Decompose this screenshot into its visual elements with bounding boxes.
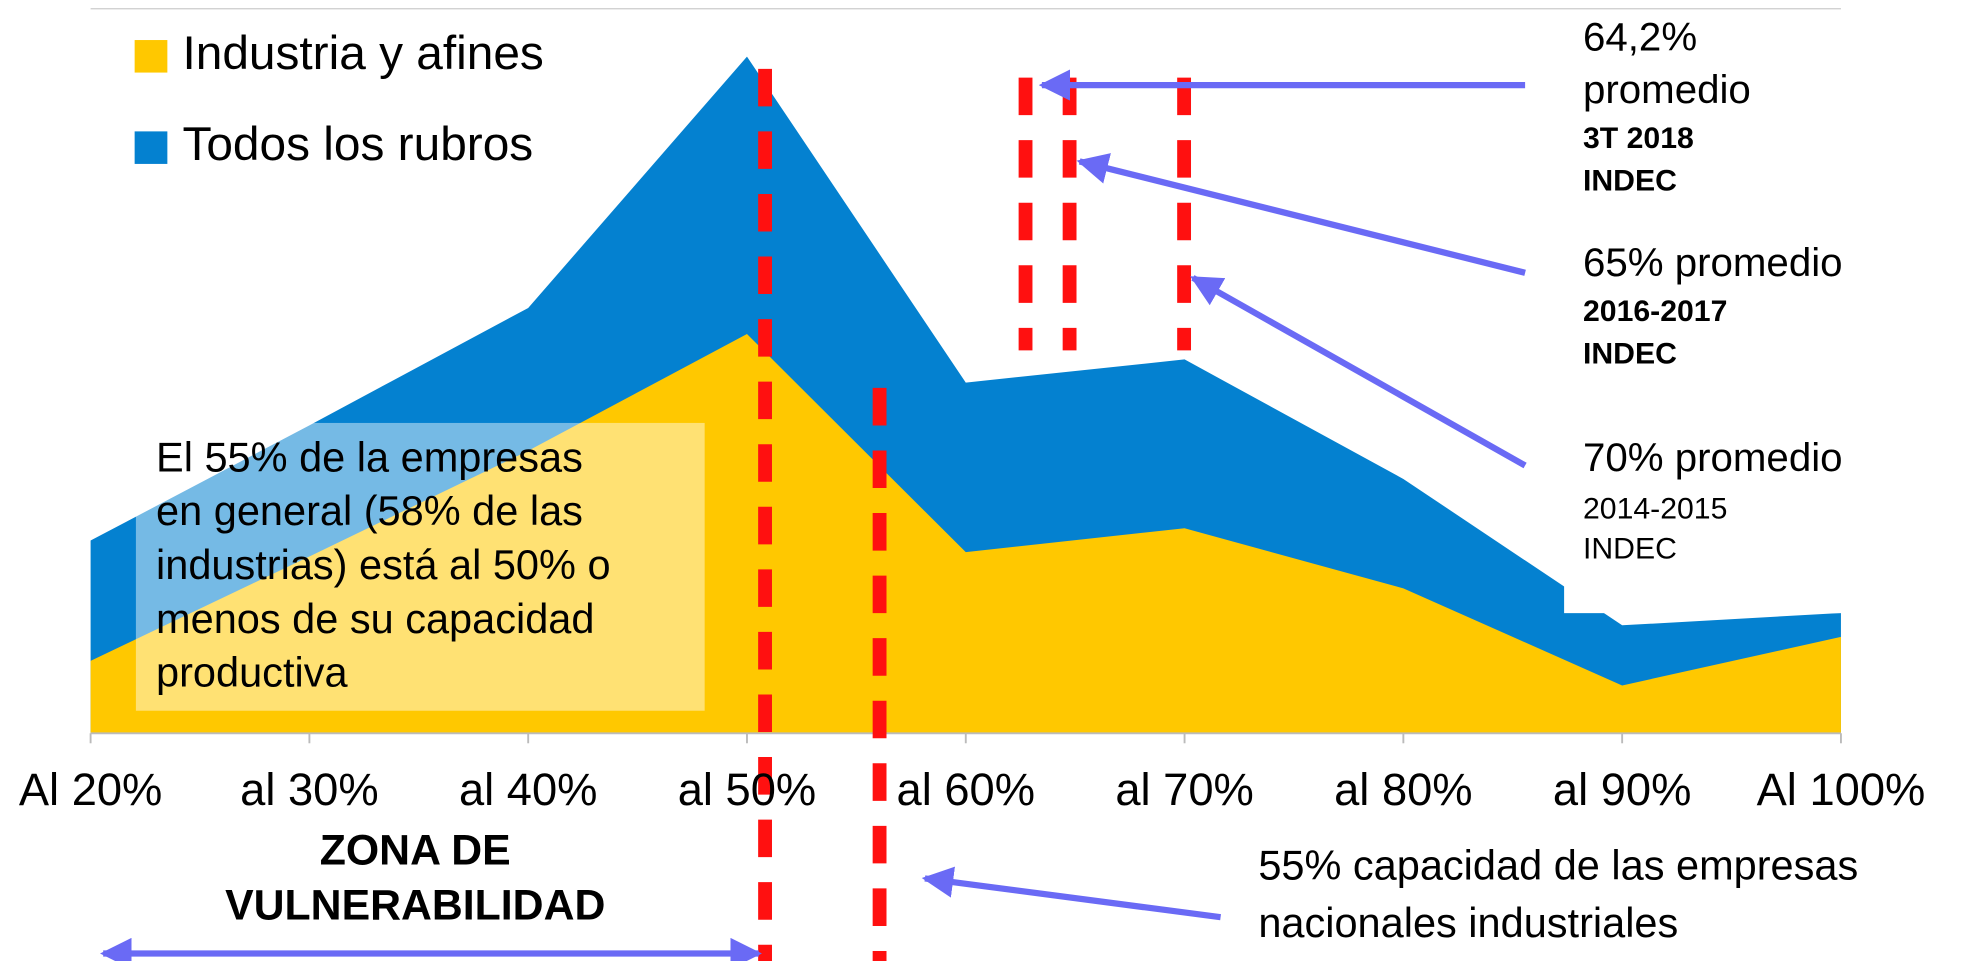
x-tick-label: al 50% — [678, 764, 816, 815]
annotation: 2016-2017 — [1583, 295, 1727, 328]
legend-swatch — [134, 131, 168, 164]
annotation: nacionales industriales — [1258, 900, 1678, 946]
annotation: 3T 2018 — [1583, 122, 1694, 155]
arrow — [1076, 153, 1526, 276]
legend-swatch — [134, 40, 168, 73]
annotation: INDEC — [1583, 533, 1677, 566]
annotation: industrias) está al 50% o — [156, 542, 611, 588]
legend-label: Todos los rubros — [182, 118, 533, 171]
x-tick-label: al 90% — [1553, 764, 1691, 815]
arrow — [921, 866, 1221, 921]
annotation-box — [135, 422, 705, 711]
annotation: 65% promedio — [1583, 240, 1843, 285]
reference-lines — [758, 68, 1192, 961]
annotation: ZONA DE — [320, 827, 511, 875]
legend-label: Industria y afines — [182, 27, 543, 80]
labels: Al 20% al 30% al 40% al 50% al 60% al 70% al 8… — [19, 15, 1925, 946]
x-tick-label: al 60% — [897, 764, 1035, 815]
x-tick-label: al 80% — [1334, 764, 1472, 815]
annotation: VULNERABILIDAD — [225, 882, 605, 930]
x-tick-label: al 40% — [459, 764, 597, 815]
annotation: menos de su capacidad — [156, 596, 594, 642]
x-tick-label: al 70% — [1115, 764, 1253, 815]
area — [90, 334, 1841, 734]
arrows — [100, 69, 1527, 961]
annotation: 64,2% — [1583, 15, 1697, 60]
annotation: en general (58% de las — [156, 488, 583, 534]
arrow — [1190, 275, 1527, 469]
x-tick-label: Al 100% — [1757, 764, 1926, 815]
annotation: productiva — [156, 650, 348, 696]
annotation: 55% capacidad de las empresas — [1258, 842, 1858, 888]
x-tick-label: al 30% — [240, 764, 378, 815]
annotation: El 55% de la empresas — [156, 434, 583, 480]
x-tick-label: Al 20% — [19, 764, 162, 815]
label-backdrop — [1564, 0, 1963, 614]
annotation: INDEC — [1583, 337, 1677, 370]
annotation: promedio — [1583, 67, 1751, 112]
areas — [90, 56, 1841, 734]
annotation: 2014-2015 — [1583, 493, 1727, 526]
annotation: 70% promedio — [1583, 435, 1843, 480]
annotation: INDEC — [1583, 165, 1677, 198]
